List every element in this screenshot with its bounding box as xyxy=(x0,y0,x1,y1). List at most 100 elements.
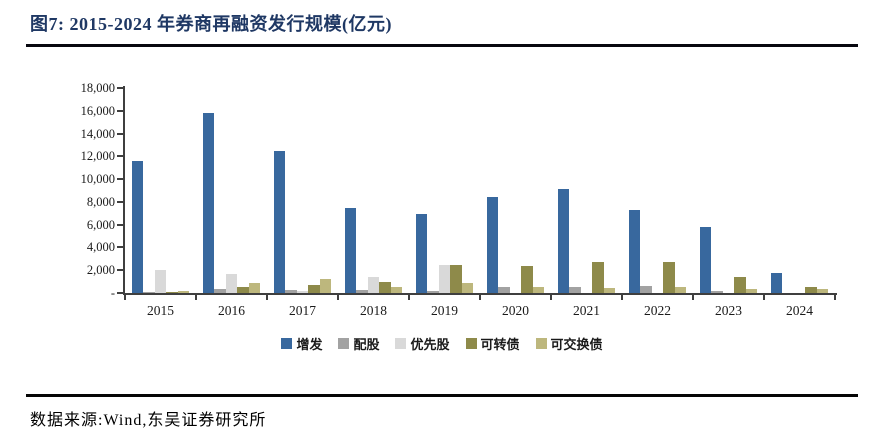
x-axis-tick xyxy=(763,295,765,300)
bar-配股-2022 xyxy=(640,286,652,293)
legend-item-增发: 增发 xyxy=(281,334,322,353)
y-axis-tick xyxy=(117,109,123,112)
bar-增发-2017 xyxy=(273,150,286,293)
bar-增发-2023 xyxy=(699,226,712,293)
y-axis-tick xyxy=(117,155,123,158)
bar-可交换债-2023 xyxy=(745,289,758,293)
x-axis-label: 2023 xyxy=(715,303,742,318)
bar-优先股-2016 xyxy=(225,273,238,293)
bar-增发-2019 xyxy=(415,214,428,293)
y-axis-line xyxy=(123,86,125,295)
x-axis-tick xyxy=(408,295,410,300)
legend-item-优先股: 优先股 xyxy=(395,334,450,353)
y-axis-tick xyxy=(117,200,123,203)
bar-增发-2021 xyxy=(557,189,570,293)
bar-配股-2017 xyxy=(285,290,297,293)
legend-item-可交换债: 可交换债 xyxy=(535,334,603,353)
bar-可转债-2019 xyxy=(450,264,462,293)
bar-可转债-2022 xyxy=(663,262,675,293)
y-axis-tick-label: - xyxy=(110,286,115,300)
data-source: 数据来源:Wind,东吴证券研究所 xyxy=(30,412,267,429)
y-axis-tick-label: 10,000 xyxy=(80,172,115,187)
legend-label: 配股 xyxy=(353,337,380,352)
x-axis-label: 2016 xyxy=(218,303,245,318)
bar-增发-2020 xyxy=(486,197,499,293)
bar-可交换债-2016 xyxy=(248,282,261,293)
legend-swatch-icon xyxy=(395,338,407,349)
legend-swatch-icon xyxy=(535,338,547,349)
y-axis-tick xyxy=(117,269,123,272)
x-axis-label: 2018 xyxy=(360,303,387,318)
bar-增发-2018 xyxy=(344,207,357,293)
bar-配股-2015 xyxy=(143,291,155,293)
bar-可转债-2024 xyxy=(805,287,817,293)
legend-swatch-icon xyxy=(338,338,350,349)
x-axis-label: 2024 xyxy=(786,303,813,318)
bar-可交换债-2017 xyxy=(319,279,332,293)
bar-配股-2018 xyxy=(356,290,368,293)
y-axis-tick xyxy=(117,292,123,294)
bar-可转债-2023 xyxy=(734,277,746,293)
x-axis-tick xyxy=(195,295,197,300)
y-axis-tick-label: 6,000 xyxy=(86,217,115,232)
plot-area: - 2,000 4,000 6,000 8,000 10,000 12,000 14,000 1… xyxy=(81,81,837,318)
bar-增发-2016 xyxy=(202,113,215,293)
bar-增发-2015 xyxy=(131,160,144,293)
x-axis-tick xyxy=(621,295,623,300)
x-axis-tick xyxy=(550,295,552,300)
legend-item-可转债: 可转债 xyxy=(465,334,520,353)
bar-可交换债-2015 xyxy=(177,291,190,293)
y-axis-tick-label: 8,000 xyxy=(86,194,115,209)
y-axis-tick-label: 2,000 xyxy=(86,263,115,278)
bar-可转债-2021 xyxy=(592,262,604,293)
bar-可转债-2020 xyxy=(521,265,533,293)
bar-可交换债-2020 xyxy=(532,287,545,293)
x-axis-tick xyxy=(479,295,481,300)
y-axis-tick xyxy=(117,87,123,89)
x-axis-label: 2021 xyxy=(573,303,600,318)
bar-可转债-2018 xyxy=(379,281,391,293)
bar-优先股-2019 xyxy=(438,264,451,293)
bar-可转债-2016 xyxy=(237,286,249,293)
bar-配股-2016 xyxy=(214,289,226,293)
legend-item-配股: 配股 xyxy=(338,334,379,353)
footer-divider xyxy=(26,394,858,397)
bar-可转债-2017 xyxy=(308,285,320,293)
legend-swatch-icon xyxy=(465,338,477,349)
y-axis-tick xyxy=(117,178,123,181)
figure-title: 图7: 2015-2024 年券商再融资发行规模(亿元) xyxy=(30,14,392,34)
bar-增发-2024 xyxy=(770,272,783,293)
x-axis-tick xyxy=(124,295,126,300)
y-axis-tick xyxy=(117,223,123,226)
legend-label: 增发 xyxy=(296,337,323,352)
x-axis-tick xyxy=(834,295,836,300)
y-axis-tick-label: 4,000 xyxy=(86,240,115,255)
bar-可交换债-2024 xyxy=(816,289,829,293)
bar-优先股-2017 xyxy=(296,290,309,293)
legend-label: 优先股 xyxy=(410,337,450,352)
bar-可交换债-2019 xyxy=(461,283,474,293)
x-axis-label: 2020 xyxy=(502,303,529,318)
y-axis-tick xyxy=(117,246,123,249)
bar-可交换债-2022 xyxy=(674,287,687,293)
bar-配股-2020 xyxy=(498,286,510,293)
bar-优先股-2018 xyxy=(367,277,380,293)
x-axis-tick xyxy=(266,295,268,300)
bar-配股-2021 xyxy=(569,286,581,293)
y-axis-tick-label: 16,000 xyxy=(80,103,115,118)
x-axis-tick xyxy=(692,295,694,300)
x-axis-label: 2015 xyxy=(147,303,174,318)
y-axis-tick-label: 12,000 xyxy=(80,149,115,164)
bar-可交换债-2018 xyxy=(390,286,403,293)
header-divider xyxy=(26,44,858,47)
bar-配股-2023 xyxy=(711,291,723,293)
y-axis-tick xyxy=(117,132,123,135)
x-axis-label: 2019 xyxy=(431,303,458,318)
x-axis-tick xyxy=(337,295,339,300)
bar-可交换债-2021 xyxy=(603,287,616,293)
chart-legend: 增发 配股 优先股 可转债 可交换债 xyxy=(0,334,884,353)
x-axis-line xyxy=(123,293,837,295)
x-axis-label: 2017 xyxy=(289,303,316,318)
y-axis-tick-label: 18,000 xyxy=(80,81,115,95)
bar-优先股-2015 xyxy=(154,270,167,293)
